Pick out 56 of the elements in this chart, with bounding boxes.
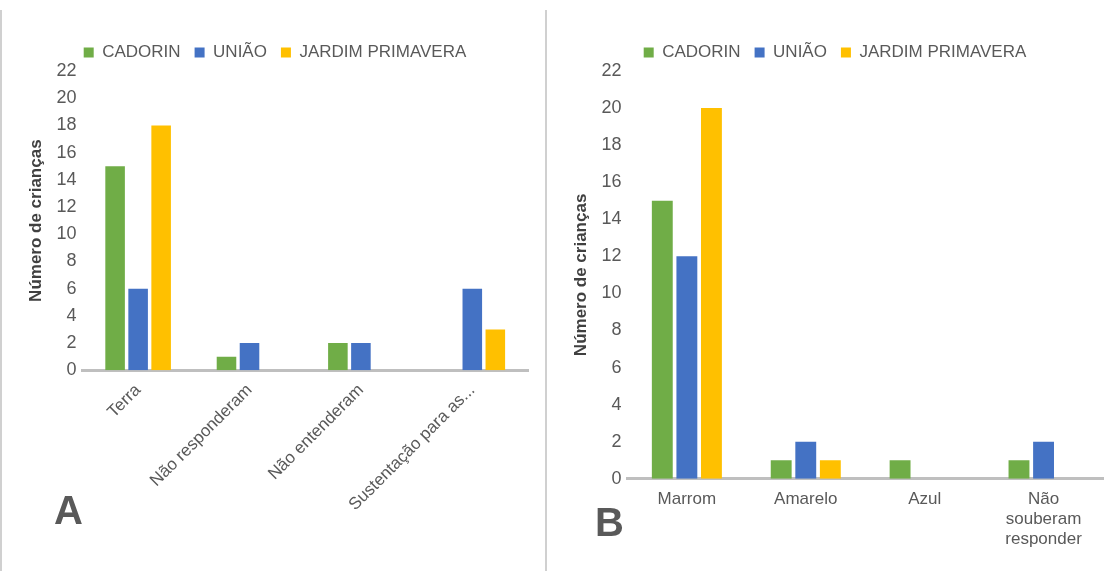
legend-label: JARDIM PRIMAVERA <box>859 42 1027 62</box>
y-tick-label: 4 <box>66 304 77 325</box>
bar <box>239 343 260 371</box>
bar <box>795 441 817 479</box>
bar <box>151 125 171 371</box>
bar <box>105 166 125 371</box>
y-tick-label: 0 <box>66 359 77 380</box>
bar <box>1008 460 1030 479</box>
bar <box>1033 441 1054 479</box>
bar <box>819 460 841 479</box>
legend-label: CADORIN <box>662 42 741 62</box>
legend-label: JARDIM PRIMAVERA <box>299 42 467 62</box>
text: B <box>595 500 624 545</box>
y-tick-label: 18 <box>601 134 622 155</box>
bar <box>462 288 483 371</box>
y-tick-label: 14 <box>56 168 77 189</box>
y-tick-label: 22 <box>56 59 77 80</box>
y-axis-title: Número de crianças <box>25 139 45 302</box>
bar <box>889 460 911 479</box>
y-tick-label: 12 <box>601 245 622 266</box>
x-tick-label: Amarelo <box>774 488 838 508</box>
y-tick-label: 22 <box>601 59 622 80</box>
bar <box>651 200 673 479</box>
bar <box>676 256 698 479</box>
y-tick-label: 8 <box>66 250 77 271</box>
bar <box>128 288 148 371</box>
y-tick-label: 6 <box>611 356 622 377</box>
y-tick-label: 10 <box>56 223 77 244</box>
legend-label: UNIÃO <box>773 42 827 62</box>
bar <box>770 460 792 479</box>
x-tick-label: Azul <box>908 488 942 508</box>
legend-label: CADORIN <box>102 42 181 62</box>
legend-label: UNIÃO <box>213 42 267 62</box>
y-tick-label: 18 <box>56 114 77 135</box>
y-tick-label: 6 <box>66 277 77 298</box>
y-tick-label: 20 <box>56 87 77 108</box>
x-tick-label: Não souberam responder <box>1005 488 1083 549</box>
bar <box>485 329 506 371</box>
y-tick-label: 14 <box>601 208 622 229</box>
bar <box>216 356 237 371</box>
y-tick-label: 10 <box>601 282 622 303</box>
y-tick-label: 2 <box>611 430 622 451</box>
y-axis-title: Número de crianças <box>570 193 590 357</box>
y-tick-label: 12 <box>56 196 77 217</box>
y-tick-label: 16 <box>56 141 77 162</box>
text: A <box>54 488 83 533</box>
bar <box>351 343 371 371</box>
y-tick-label: 0 <box>611 467 622 488</box>
y-tick-label: 16 <box>601 171 622 192</box>
y-tick-label: 20 <box>601 97 622 118</box>
bar <box>701 108 722 479</box>
x-tick-label: Marrom <box>657 488 717 508</box>
bar <box>328 343 348 371</box>
y-tick-label: 4 <box>611 393 622 414</box>
y-tick-label: 2 <box>66 332 77 353</box>
y-tick-label: 8 <box>611 319 622 340</box>
